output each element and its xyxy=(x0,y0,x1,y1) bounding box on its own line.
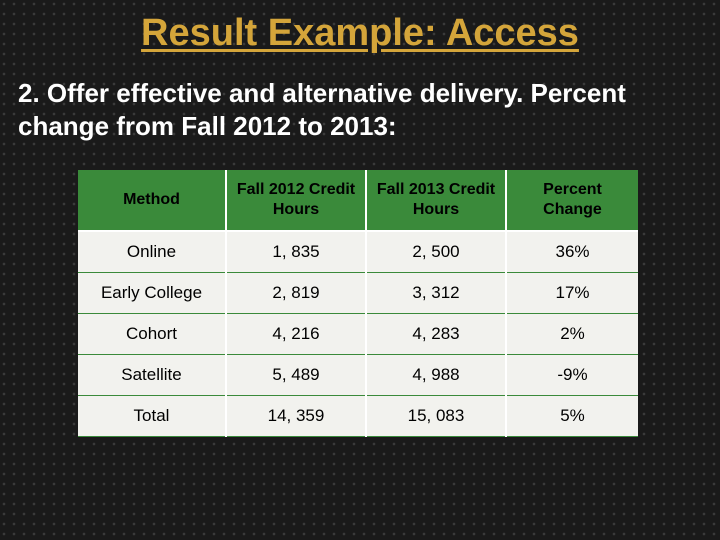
table-container: Method Fall 2012 Credit Hours Fall 2013 … xyxy=(0,142,720,437)
cell-method: Online xyxy=(78,231,226,273)
col-header-method: Method xyxy=(78,170,226,231)
cell-f2012: 14, 359 xyxy=(226,396,366,437)
credit-hours-table: Method Fall 2012 Credit Hours Fall 2013 … xyxy=(78,170,638,437)
table-row: Total 14, 359 15, 083 5% xyxy=(78,396,638,437)
slide-title: Result Example: Access xyxy=(0,0,720,55)
cell-f2013: 15, 083 xyxy=(366,396,506,437)
cell-pct: -9% xyxy=(506,355,638,396)
table-row: Satellite 5, 489 4, 988 -9% xyxy=(78,355,638,396)
col-header-fall2013: Fall 2013 Credit Hours xyxy=(366,170,506,231)
cell-method: Satellite xyxy=(78,355,226,396)
cell-f2013: 2, 500 xyxy=(366,231,506,273)
cell-f2012: 2, 819 xyxy=(226,273,366,314)
cell-pct: 36% xyxy=(506,231,638,273)
cell-method: Cohort xyxy=(78,314,226,355)
table-header-row: Method Fall 2012 Credit Hours Fall 2013 … xyxy=(78,170,638,231)
table-row: Online 1, 835 2, 500 36% xyxy=(78,231,638,273)
cell-method: Early College xyxy=(78,273,226,314)
col-header-fall2012: Fall 2012 Credit Hours xyxy=(226,170,366,231)
table-row: Cohort 4, 216 4, 283 2% xyxy=(78,314,638,355)
cell-f2013: 4, 283 xyxy=(366,314,506,355)
slide-subtitle: 2. Offer effective and alternative deliv… xyxy=(0,55,720,142)
cell-method: Total xyxy=(78,396,226,437)
cell-pct: 5% xyxy=(506,396,638,437)
cell-f2013: 4, 988 xyxy=(366,355,506,396)
cell-f2012: 4, 216 xyxy=(226,314,366,355)
cell-f2012: 1, 835 xyxy=(226,231,366,273)
cell-pct: 17% xyxy=(506,273,638,314)
cell-pct: 2% xyxy=(506,314,638,355)
col-header-percent: Percent Change xyxy=(506,170,638,231)
table-row: Early College 2, 819 3, 312 17% xyxy=(78,273,638,314)
cell-f2013: 3, 312 xyxy=(366,273,506,314)
cell-f2012: 5, 489 xyxy=(226,355,366,396)
